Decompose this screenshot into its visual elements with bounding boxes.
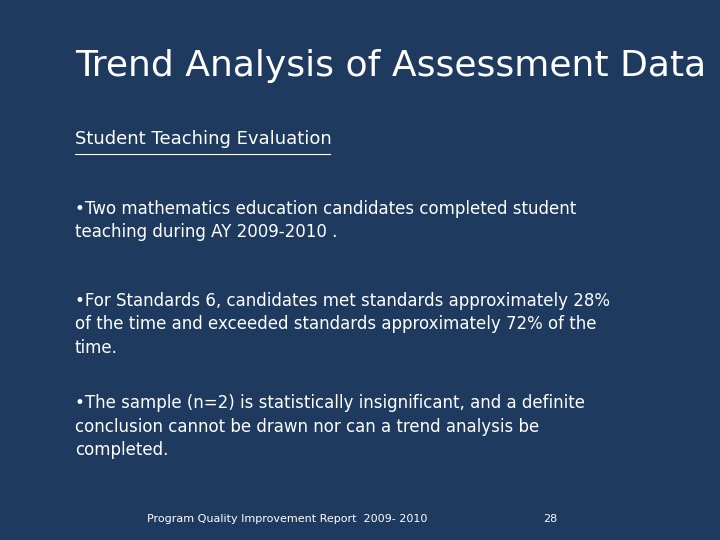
Text: •For Standards 6, candidates met standards approximately 28%
of the time and exc: •For Standards 6, candidates met standar… [75,292,610,357]
Text: Student Teaching Evaluation: Student Teaching Evaluation [75,130,331,147]
Text: 28: 28 [543,514,557,524]
Text: •Two mathematics education candidates completed student
teaching during AY 2009-: •Two mathematics education candidates co… [75,200,576,241]
Text: •The sample (n=2) is statistically insignificant, and a definite
conclusion cann: •The sample (n=2) is statistically insig… [75,394,585,460]
Text: Program Quality Improvement Report  2009- 2010: Program Quality Improvement Report 2009-… [147,514,428,524]
Text: Trend Analysis of Assessment Data: Trend Analysis of Assessment Data [75,49,706,83]
